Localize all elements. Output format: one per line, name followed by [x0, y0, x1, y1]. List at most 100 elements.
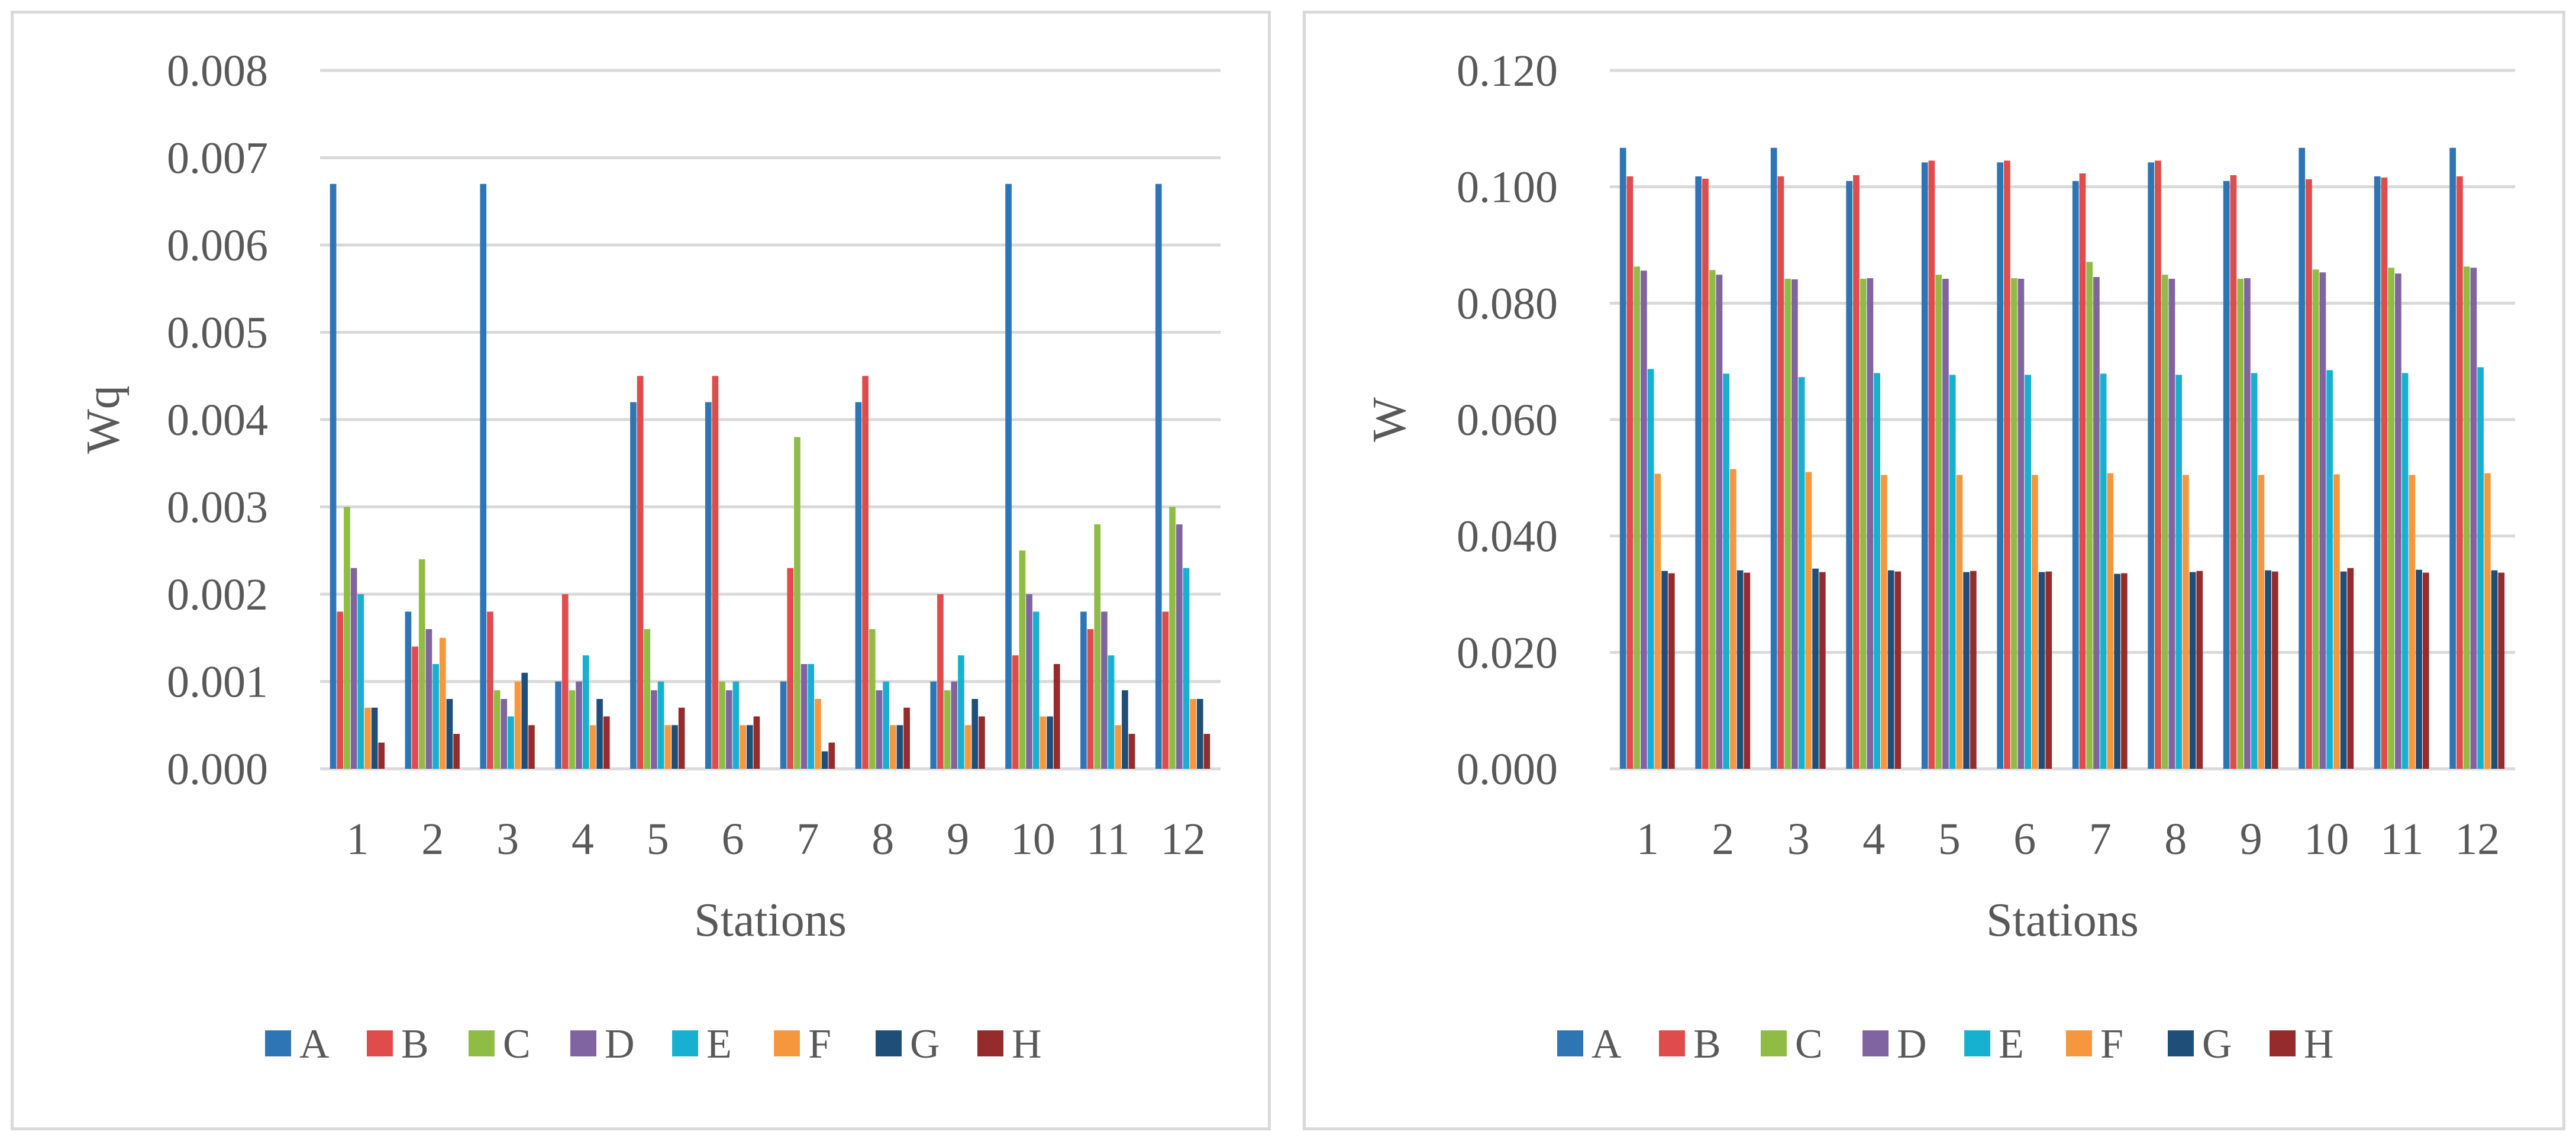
- wq-bar-C-station-4: [569, 690, 576, 769]
- w-bar-A-station-8: [2148, 162, 2155, 769]
- wq-bar-A-station-6: [705, 402, 712, 769]
- wq-bar-E-station-5: [657, 681, 664, 769]
- wq-bar-B-station-11: [1087, 629, 1094, 769]
- w-bar-H-station-11: [2422, 572, 2429, 769]
- wq-bar-G-station-2: [446, 699, 453, 769]
- wq-bar-G-station-7: [821, 751, 828, 769]
- wq-bar-B-station-10: [1012, 655, 1019, 769]
- wq-bar-A-station-9: [930, 681, 937, 769]
- w-bar-F-station-8: [2182, 475, 2189, 769]
- wq-bar-B-station-5: [637, 376, 644, 769]
- w-y-tick-label: 0.080: [1457, 279, 1558, 328]
- w-x-tick-label: 1: [1636, 814, 1659, 864]
- wq-legend-swatch-B: [367, 1030, 393, 1056]
- wq-bar-E-station-8: [883, 681, 889, 769]
- wq-bar-D-station-2: [425, 629, 432, 769]
- w-x-axis-title: Stations: [1986, 894, 2139, 946]
- wq-bar-G-station-11: [1122, 690, 1128, 769]
- wq-bar-D-station-8: [876, 690, 883, 769]
- wq-bar-C-station-3: [493, 690, 501, 769]
- wq-bar-B-station-7: [787, 568, 794, 769]
- wq-bar-A-station-1: [330, 183, 337, 769]
- wq-bar-chart: 0.000 0.001 0.002 0.003 0.004 0.005 0.006 0.007…: [78, 46, 1221, 1067]
- wq-bar-D-station-6: [725, 690, 732, 769]
- wq-bar-C-station-1: [344, 507, 350, 769]
- w-bar-C-station-5: [1935, 275, 1942, 769]
- wq-bar-A-station-3: [480, 183, 487, 769]
- w-legend-swatch-H: [2270, 1030, 2296, 1056]
- w-bar-H-station-2: [1744, 572, 1751, 769]
- w-bar-B-station-6: [2004, 160, 2010, 769]
- wq-bar-C-station-12: [1169, 507, 1176, 769]
- w-bar-A-station-7: [2072, 181, 2079, 769]
- w-bar-B-station-2: [1702, 178, 1709, 769]
- w-bar-F-station-5: [1956, 475, 1963, 769]
- wq-bar-C-station-10: [1019, 550, 1026, 769]
- w-bar-F-station-12: [2484, 473, 2491, 769]
- wq-bar-B-station-1: [337, 611, 344, 769]
- w-bar-F-station-7: [2107, 473, 2114, 769]
- wq-legend-label-B: B: [401, 1021, 429, 1067]
- wq-bar-E-station-7: [808, 664, 815, 769]
- w-bar-C-station-1: [1634, 266, 1641, 769]
- wq-bar-B-station-8: [862, 376, 869, 769]
- w-bar-H-station-9: [2271, 571, 2278, 769]
- wq-bar-H-station-6: [753, 716, 760, 769]
- w-legend-label-H: H: [2304, 1021, 2334, 1067]
- wq-bar-F-station-6: [740, 725, 746, 769]
- wq-y-tick-label: 0.001: [167, 658, 268, 707]
- w-x-tick-label: 9: [2240, 814, 2262, 864]
- wq-bar-A-station-8: [855, 402, 862, 769]
- wq-legend-label-A: A: [299, 1021, 330, 1067]
- w-bar-G-station-11: [2416, 569, 2422, 769]
- wq-bar-A-station-10: [1005, 183, 1012, 769]
- w-legend-swatch-B: [1659, 1030, 1685, 1056]
- wq-bar-E-station-12: [1183, 568, 1190, 769]
- wq-bar-C-station-6: [719, 681, 725, 769]
- w-y-tick-label: 0.100: [1457, 163, 1558, 212]
- w-bar-A-station-1: [1619, 147, 1626, 769]
- w-bar-G-station-3: [1812, 568, 1819, 769]
- wq-bar-H-station-5: [678, 707, 685, 769]
- wq-bar-H-station-8: [903, 707, 910, 769]
- w-bar-G-station-4: [1887, 570, 1894, 769]
- wq-y-axis-title: Wq: [78, 385, 130, 454]
- w-bar-H-station-1: [1668, 573, 1675, 769]
- w-bar-A-station-11: [2374, 176, 2381, 769]
- w-bar-G-station-2: [1736, 570, 1744, 769]
- wq-y-tick-label: 0.007: [167, 134, 268, 183]
- w-x-tick-label: 10: [2304, 814, 2349, 864]
- wq-bar-B-station-9: [937, 594, 944, 769]
- w-bar-F-station-2: [1729, 469, 1736, 769]
- w-x-tick-label: 11: [2380, 814, 2423, 864]
- w-x-tick-label: 5: [1938, 814, 1961, 864]
- w-bar-E-station-5: [1949, 375, 1956, 769]
- w-bar-B-station-7: [2079, 173, 2086, 769]
- wq-x-tick-label: 5: [647, 814, 669, 864]
- w-bar-A-station-5: [1921, 162, 1928, 769]
- w-bar-A-station-2: [1695, 176, 1702, 769]
- w-bar-E-station-12: [2477, 367, 2484, 769]
- w-bar-B-station-8: [2155, 160, 2161, 769]
- wq-x-tick-label: 8: [871, 814, 894, 864]
- wq-bar-E-station-6: [732, 681, 740, 769]
- wq-legend-label-H: H: [1012, 1021, 1042, 1067]
- w-y-tick-label: 0.040: [1457, 512, 1558, 562]
- wq-bar-A-station-4: [555, 681, 561, 769]
- wq-bar-B-station-3: [487, 611, 493, 769]
- w-legend-label-A: A: [1592, 1021, 1622, 1067]
- w-bar-G-station-7: [2114, 573, 2120, 769]
- w-bar-A-station-6: [1997, 162, 2004, 769]
- w-y-tick-label: 0.020: [1457, 628, 1558, 678]
- wq-bar-F-station-8: [889, 725, 896, 769]
- wq-bar-D-station-12: [1176, 524, 1183, 769]
- w-bar-G-station-12: [2491, 570, 2498, 769]
- wq-y-tick-label: 0.008: [167, 46, 268, 96]
- w-x-tick-label: 2: [1712, 814, 1734, 864]
- w-legend-swatch-F: [2066, 1030, 2092, 1056]
- wq-bar-F-station-1: [364, 707, 371, 769]
- wq-legend-swatch-H: [977, 1030, 1003, 1056]
- w-bar-H-station-6: [2045, 571, 2052, 769]
- wq-bar-H-station-7: [828, 742, 835, 769]
- wq-bar-F-station-7: [815, 699, 821, 769]
